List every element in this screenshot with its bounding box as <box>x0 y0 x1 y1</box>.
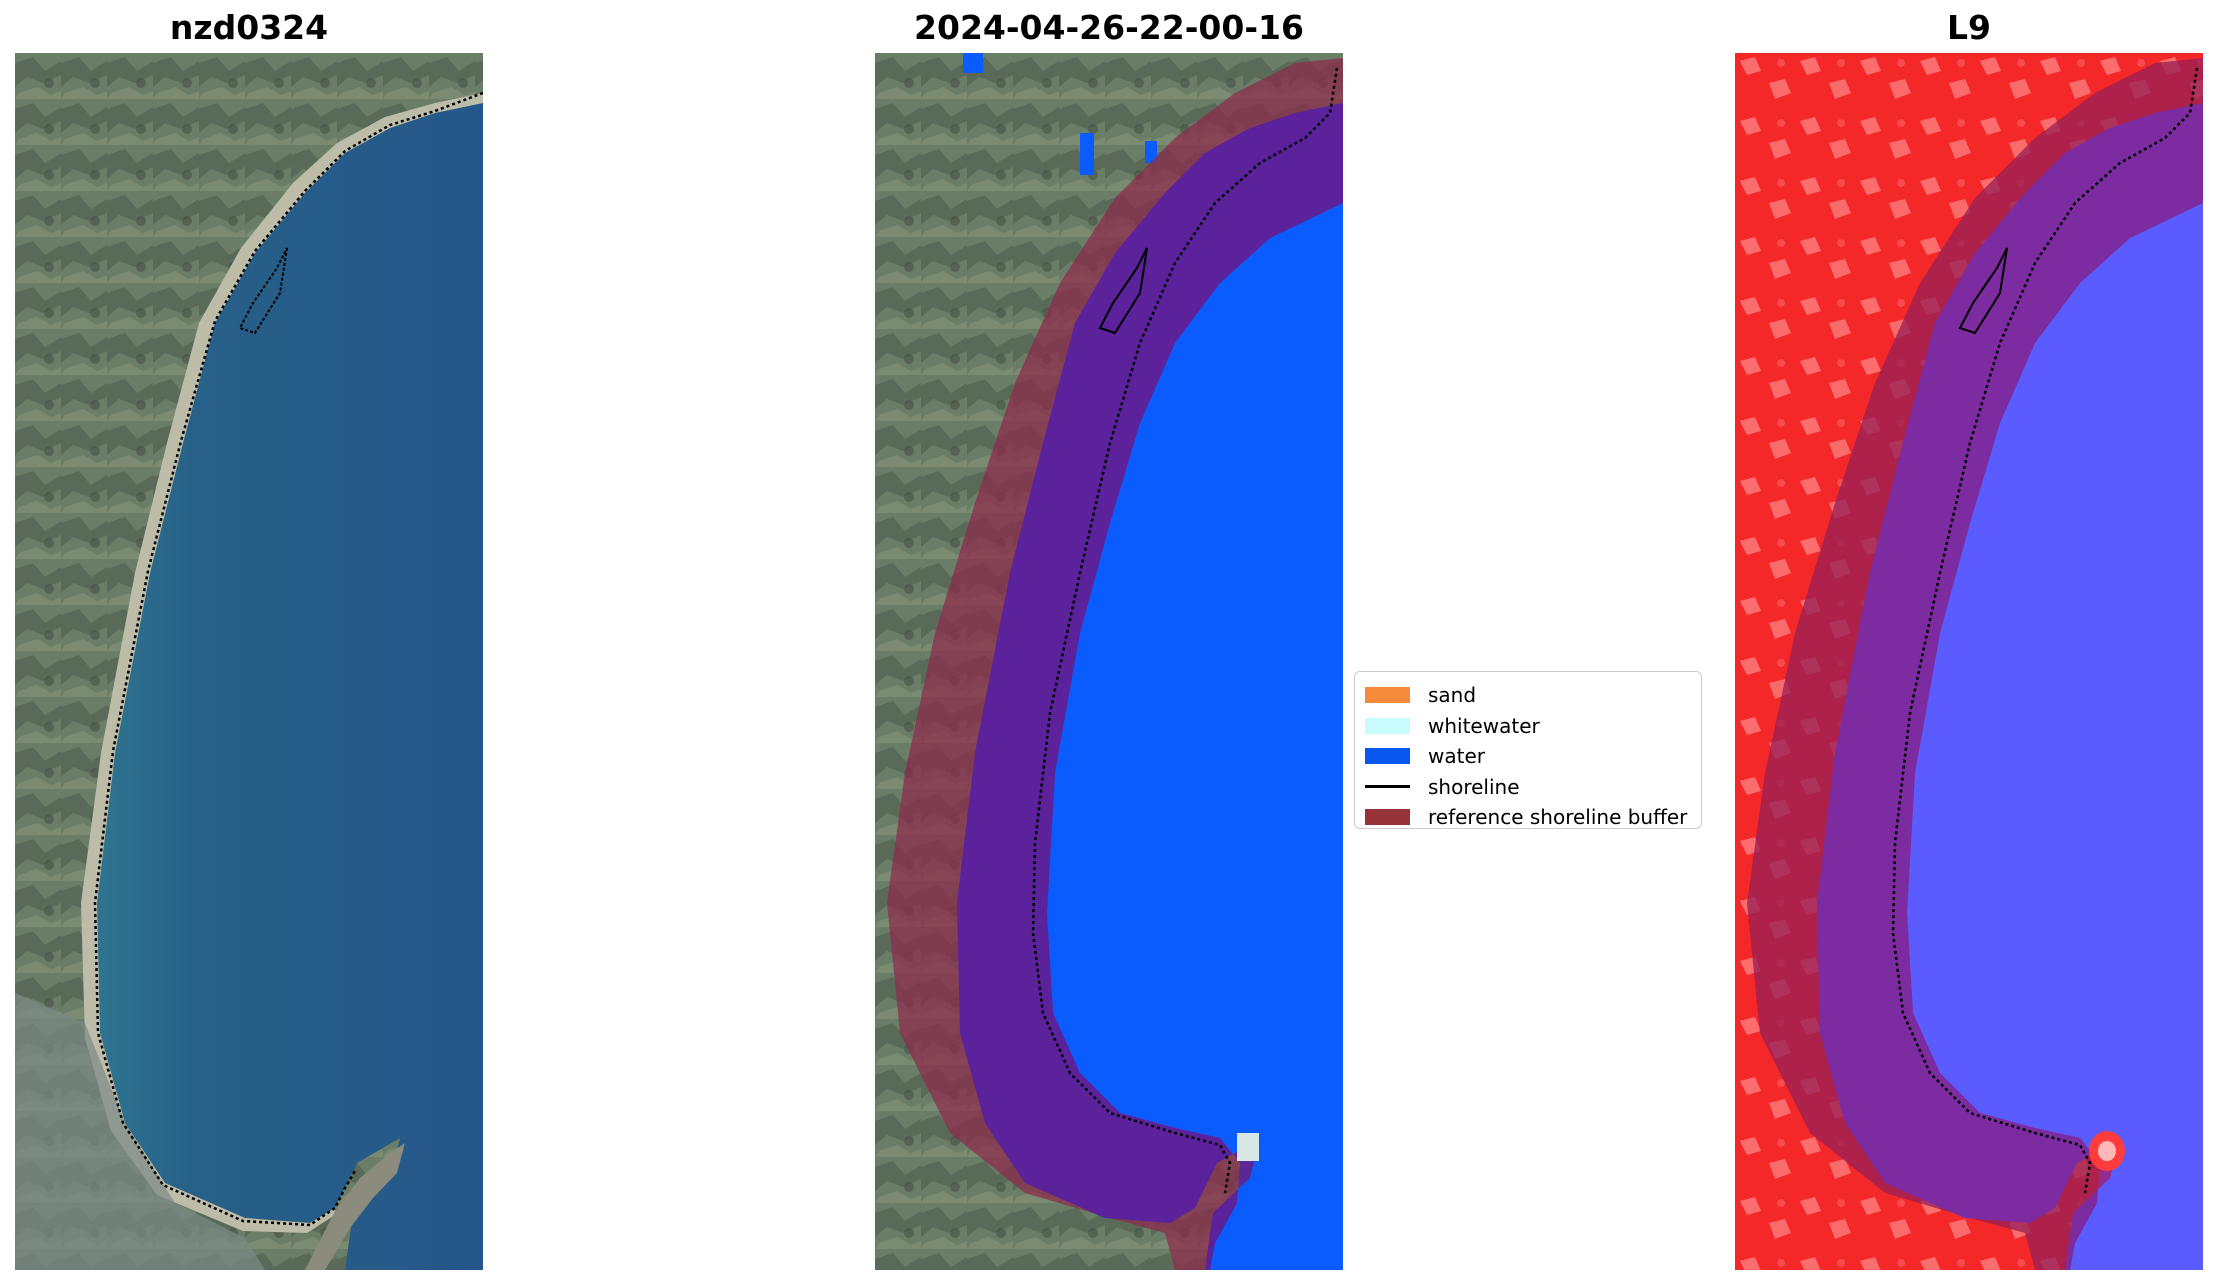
headland <box>305 1143 405 1270</box>
lagoon-outline <box>1098 247 1148 335</box>
lagoon-outline <box>1958 247 2008 335</box>
legend-line-shoreline <box>1365 785 1410 789</box>
whitewater-patch <box>1237 1133 1259 1161</box>
town-area <box>15 993 265 1270</box>
legend-label: whitewater <box>1428 713 1540 738</box>
legend-label: water <box>1428 744 1485 769</box>
water-patch <box>1080 133 1094 175</box>
panel-title-rgb: nzd0324 <box>169 8 329 47</box>
index-image <box>1735 53 2203 1270</box>
legend-item-buffer: reference shoreline buffer <box>1365 802 1691 833</box>
legend-label: sand <box>1428 683 1477 708</box>
panel-title-index: L9 <box>1947 8 1991 47</box>
buffer-over-water <box>957 103 1343 1270</box>
panel-title-classified: 2024-04-26-22-00-16 <box>914 8 1304 47</box>
legend-swatch-sand <box>1365 687 1410 704</box>
legend-item-whitewater: whitewater <box>1365 711 1691 742</box>
rgb-satellite-image <box>15 53 483 1270</box>
legend-label: reference shoreline buffer <box>1428 805 1688 830</box>
legend-swatch-buffer <box>1365 809 1410 826</box>
shoreline-line <box>1891 67 2199 1194</box>
water-class-area <box>957 53 1343 1270</box>
legend-label: shoreline <box>1428 774 1520 799</box>
index-image-panel <box>1735 53 2203 1270</box>
shoreline-line <box>1031 67 1339 1194</box>
classified-image <box>875 53 1343 1270</box>
legend: sand whitewater water shoreline referenc… <box>1354 671 1702 829</box>
headland-index-core <box>2098 1141 2116 1161</box>
sea-area <box>97 53 483 1270</box>
water-patch <box>1145 141 1157 163</box>
legend-item-sand: sand <box>1365 680 1691 711</box>
legend-swatch-whitewater <box>1365 717 1410 734</box>
legend-item-water: water <box>1365 741 1691 772</box>
shoreline-line <box>93 91 483 1227</box>
water-index-area <box>1817 53 2203 1270</box>
classified-image-panel <box>875 53 1343 1270</box>
legend-swatch-water <box>1365 748 1410 765</box>
rgb-image-panel <box>15 53 483 1270</box>
legend-item-shoreline: shoreline <box>1365 772 1691 803</box>
water-patch <box>963 53 983 73</box>
lagoon-outline <box>238 247 288 335</box>
buffer-over-water <box>1817 103 2203 1270</box>
